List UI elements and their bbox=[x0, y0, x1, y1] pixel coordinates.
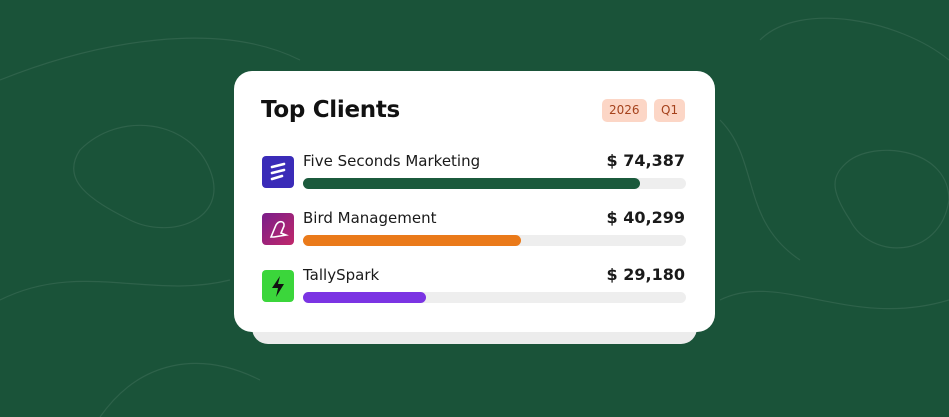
progress-track bbox=[303, 235, 686, 246]
card-title: Top Clients bbox=[261, 97, 400, 123]
progress-bar bbox=[303, 178, 641, 189]
quarter-badge[interactable]: Q1 bbox=[654, 99, 686, 122]
client-name: TallySpark bbox=[303, 266, 380, 284]
progress-bar bbox=[303, 292, 426, 303]
client-logo bbox=[262, 270, 294, 302]
client-amount: $ 40,299 bbox=[606, 208, 685, 227]
client-logo bbox=[262, 156, 294, 188]
progress-track bbox=[303, 178, 686, 189]
progress-bar bbox=[303, 235, 522, 246]
progress-track bbox=[303, 292, 686, 303]
client-name: Bird Management bbox=[303, 209, 437, 227]
card: Top Clients 2026 Q1 Five Seconds Marketi… bbox=[234, 71, 715, 332]
client-amount: $ 29,180 bbox=[606, 265, 685, 284]
year-badge[interactable]: 2026 bbox=[602, 99, 647, 122]
client-logo bbox=[262, 213, 294, 245]
client-name: Five Seconds Marketing bbox=[303, 152, 481, 170]
client-amount: $ 74,387 bbox=[606, 151, 685, 170]
